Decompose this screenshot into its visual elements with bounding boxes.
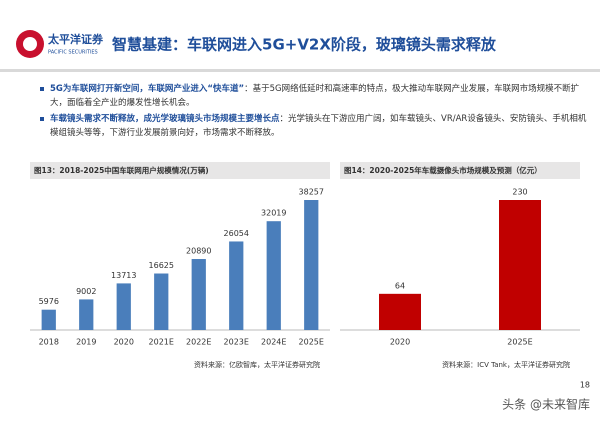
bar	[229, 241, 244, 330]
x-tick-label: 2023E	[224, 338, 249, 347]
bullet: 车载镜头需求不断释放，成光学玻璃镜头市场规模主要增长点：光学镜头在下游应用广阔，…	[40, 112, 588, 140]
x-tick-label: 2021E	[149, 338, 174, 347]
bar	[79, 299, 94, 330]
bullet-bold: 5G为车联网打开新空间，车联网产业进入“快车道”	[50, 84, 245, 94]
chart-source: 资料来源：ICV Tank，太平洋证券研究院	[442, 360, 570, 369]
logo-mark-inner	[23, 37, 37, 51]
bar	[379, 293, 421, 330]
header-rule	[0, 69, 600, 72]
value-label: 230	[512, 188, 527, 197]
x-tick-label: 2025E	[507, 338, 532, 347]
page-title: 智慧基建：车联网进入5G+V2X阶段，玻璃镜头需求释放	[112, 36, 497, 54]
bar	[499, 200, 541, 330]
bullet-text: ：光学镜头在下游应用广阔，如车载镜头、VR/AR设备镜头、安防镜头、手机相机模组…	[50, 114, 587, 138]
value-label: 32019	[261, 209, 286, 218]
chart-title-bar	[340, 162, 580, 179]
chart-title: 图14：2020-2025年车载摄像头市场规模及预测（亿元）	[344, 165, 542, 175]
value-label: 5976	[39, 297, 59, 306]
value-label: 9002	[76, 287, 96, 296]
chart-title-bar	[30, 162, 330, 179]
bullet: 5G为车联网打开新空间，车联网产业进入“快车道”：基于5G网络低延时和高速率的特…	[40, 82, 588, 110]
watermark: 头条 @未来智库	[502, 397, 590, 412]
logo-en: PACIFIC SECURITIES	[48, 50, 98, 56]
bar	[304, 200, 319, 330]
value-label: 64	[395, 281, 405, 290]
bar	[266, 221, 281, 330]
page-number: 18	[580, 381, 590, 390]
x-tick-label: 2024E	[261, 338, 286, 347]
bullet-text: ：基于5G网络低延时和高速率的特点，极大推动车联网产业发展，车联网市场规模不断扩…	[50, 84, 580, 108]
bullets: 5G为车联网打开新空间，车联网产业进入“快车道”：基于5G网络低延时和高速率的特…	[40, 82, 588, 142]
x-tick-label: 2025E	[299, 338, 324, 347]
value-label: 16625	[149, 261, 174, 270]
value-label: 38257	[299, 188, 324, 197]
value-label: 13713	[111, 271, 136, 280]
x-tick-label: 2020	[390, 338, 410, 347]
value-label: 26054	[224, 229, 249, 238]
chart-source: 资料来源：亿欧智库，太平洋证券研究院	[194, 360, 320, 369]
bar	[41, 309, 56, 330]
value-label: 20890	[186, 247, 211, 256]
bullet-bold: 车载镜头需求不断释放，成光学玻璃镜头市场规模主要增长点	[50, 114, 280, 124]
x-tick-label: 2022E	[186, 338, 211, 347]
logo-cn: 太平洋证券	[47, 32, 104, 46]
bar	[191, 259, 206, 330]
x-tick-label: 2019	[76, 338, 96, 347]
chart-title: 图13：2018-2025中国车联网用户规模情况(万辆)	[34, 165, 209, 175]
bar	[116, 283, 131, 330]
bar	[154, 273, 169, 330]
x-tick-label: 2018	[39, 338, 59, 347]
x-tick-label: 2020	[114, 338, 134, 347]
